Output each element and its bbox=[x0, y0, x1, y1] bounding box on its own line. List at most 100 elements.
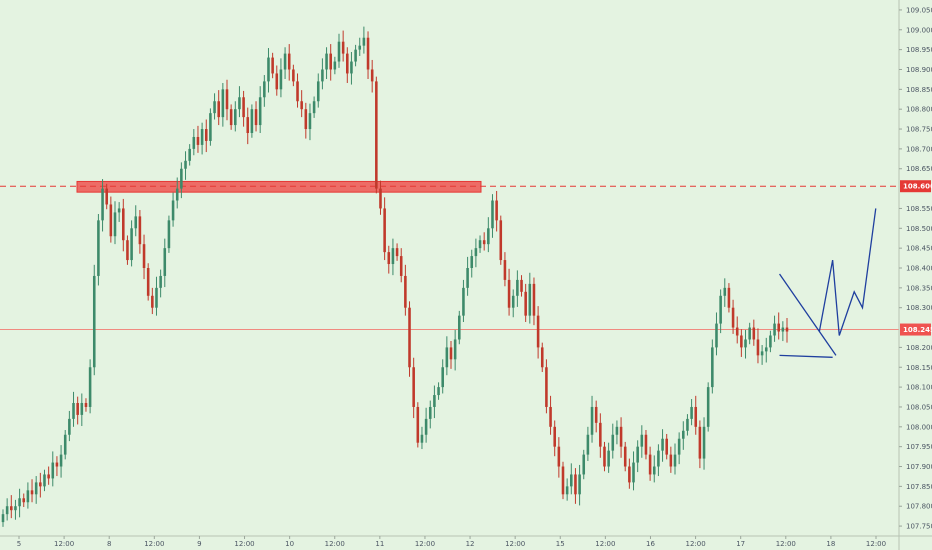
resistance-zone bbox=[76, 180, 482, 193]
candle bbox=[711, 339, 714, 394]
candle bbox=[578, 464, 581, 506]
candle-body bbox=[304, 109, 308, 130]
candle bbox=[63, 429, 67, 460]
candle-body bbox=[300, 101, 303, 110]
candle-body bbox=[636, 446, 639, 463]
candle bbox=[337, 33, 341, 68]
support-trendline bbox=[779, 354, 833, 358]
candle-body bbox=[516, 279, 519, 296]
candle bbox=[51, 451, 55, 487]
candle-body bbox=[640, 434, 644, 447]
candle-body bbox=[785, 327, 789, 332]
candle bbox=[495, 190, 498, 232]
candle bbox=[628, 458, 631, 489]
candle bbox=[715, 312, 718, 356]
price-tick-label: 108.200 bbox=[906, 344, 932, 352]
candle bbox=[744, 329, 747, 359]
price-tick-label: 108.400 bbox=[906, 265, 932, 273]
candle bbox=[254, 101, 258, 132]
candle-body bbox=[466, 268, 469, 288]
candle bbox=[30, 479, 34, 503]
candle bbox=[735, 316, 739, 344]
candle-body bbox=[221, 89, 225, 118]
candle-body bbox=[163, 248, 167, 276]
candle-body bbox=[200, 129, 204, 145]
candle bbox=[623, 441, 627, 472]
candle-body bbox=[134, 216, 138, 229]
candle-body bbox=[673, 454, 677, 467]
candle bbox=[590, 395, 594, 443]
candle bbox=[350, 52, 353, 85]
candle bbox=[682, 421, 685, 450]
candle-body bbox=[690, 406, 693, 419]
candle-body bbox=[80, 402, 84, 415]
candle bbox=[304, 102, 308, 139]
candle bbox=[433, 385, 436, 419]
candle-body bbox=[296, 81, 299, 102]
price-tick-label: 108.150 bbox=[906, 364, 932, 372]
candle bbox=[159, 269, 162, 298]
candle bbox=[532, 277, 536, 326]
candle bbox=[370, 59, 374, 93]
candle bbox=[391, 238, 395, 276]
price-tick-label: 108.500 bbox=[906, 225, 932, 233]
candle bbox=[428, 400, 432, 429]
time-tick-label: 12:00 bbox=[144, 540, 164, 548]
candle bbox=[292, 64, 295, 87]
candle bbox=[441, 359, 444, 394]
candle-body bbox=[711, 347, 714, 388]
candle-body bbox=[428, 406, 432, 419]
candle-body bbox=[611, 434, 615, 451]
candle-body bbox=[437, 387, 440, 396]
candle bbox=[507, 268, 511, 316]
candle bbox=[536, 306, 540, 359]
candle bbox=[122, 198, 125, 252]
candle bbox=[491, 194, 494, 238]
candle bbox=[412, 357, 415, 419]
candle-body bbox=[578, 474, 581, 495]
candle bbox=[773, 315, 776, 342]
candle-body bbox=[234, 109, 237, 126]
candle bbox=[39, 472, 42, 498]
candle bbox=[648, 446, 652, 481]
candle bbox=[482, 232, 486, 251]
candle-body bbox=[491, 200, 494, 229]
candle bbox=[175, 177, 179, 209]
candle bbox=[466, 256, 469, 296]
time-tick-label: 8 bbox=[107, 540, 111, 548]
candle-body bbox=[5, 506, 9, 515]
candle-body bbox=[744, 339, 747, 348]
candle bbox=[706, 382, 710, 432]
candle bbox=[769, 330, 772, 353]
candle-body bbox=[316, 81, 320, 102]
candle bbox=[271, 52, 274, 79]
candle bbox=[756, 328, 760, 364]
candle-body bbox=[308, 113, 312, 130]
candle-body bbox=[404, 275, 407, 308]
time-tick-label: 9 bbox=[197, 540, 201, 548]
candle-body bbox=[644, 434, 648, 455]
candle-body bbox=[586, 434, 590, 455]
price-tick-label: 108.700 bbox=[906, 145, 932, 153]
price-tick-label: 108.900 bbox=[906, 66, 932, 74]
candle bbox=[296, 73, 299, 108]
candle-body bbox=[254, 109, 258, 126]
candle bbox=[445, 336, 449, 376]
candle-body bbox=[470, 256, 474, 268]
time-tick-label: 12:00 bbox=[54, 540, 74, 548]
candle-body bbox=[196, 136, 200, 145]
candle bbox=[549, 395, 552, 435]
candle-body bbox=[582, 454, 586, 475]
candle-body bbox=[325, 53, 328, 70]
current-price-tag-label: 108.245 bbox=[903, 326, 932, 334]
candle-body bbox=[22, 498, 26, 503]
candle-body bbox=[383, 208, 386, 253]
candle-body bbox=[43, 474, 46, 487]
candle bbox=[113, 201, 117, 245]
candle-body bbox=[242, 97, 245, 118]
candle-body bbox=[88, 367, 92, 407]
candle-body bbox=[474, 248, 478, 257]
candle bbox=[665, 433, 668, 460]
